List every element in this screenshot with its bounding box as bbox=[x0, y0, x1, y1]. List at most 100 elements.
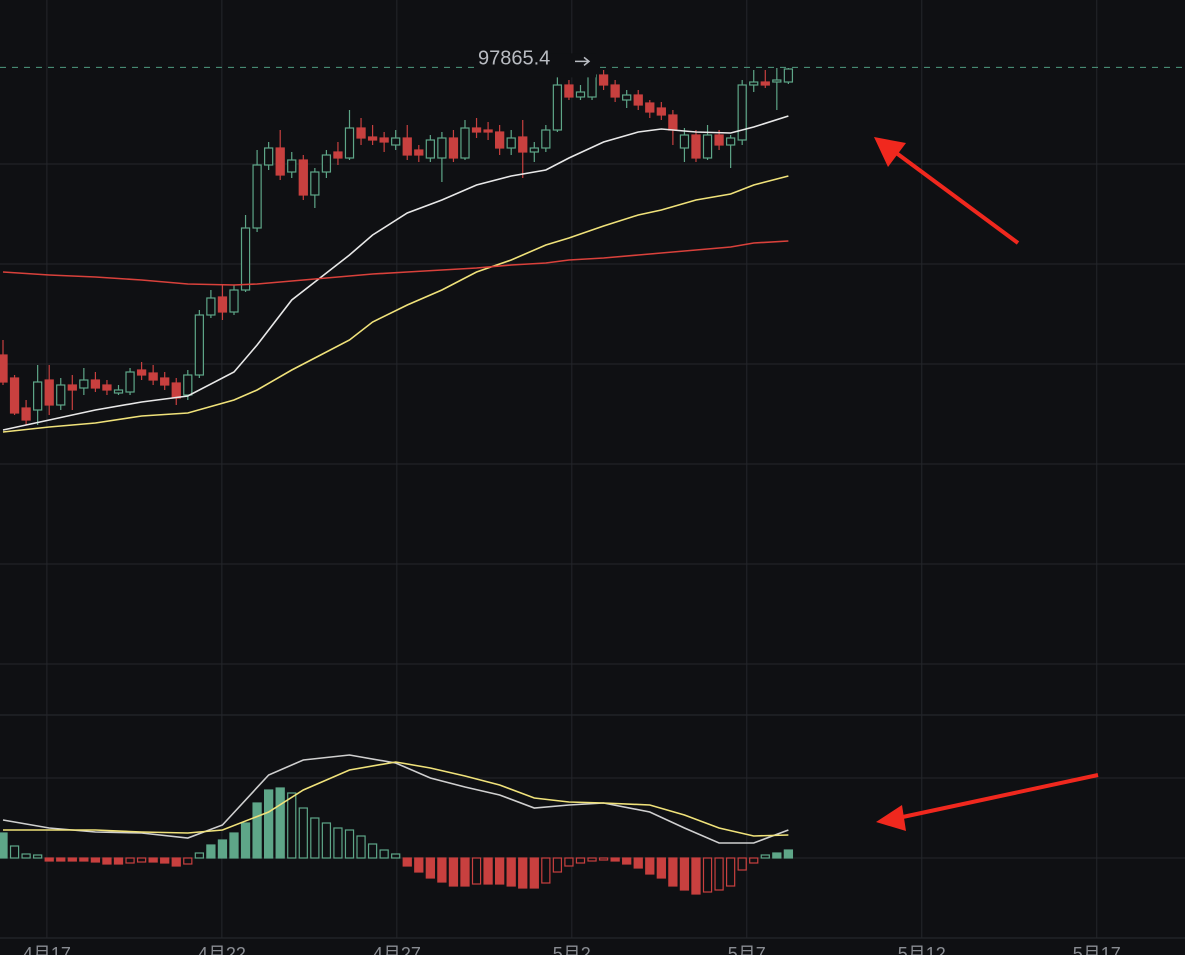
candle-body bbox=[622, 94, 632, 101]
macd-bar bbox=[310, 817, 320, 859]
candle-body bbox=[656, 107, 666, 116]
candle-body bbox=[160, 377, 170, 386]
macd-bar bbox=[587, 857, 597, 862]
candle-body bbox=[772, 79, 782, 83]
annotation-arrow bbox=[876, 773, 1099, 831]
macd-bar bbox=[217, 839, 228, 859]
macd-bar bbox=[321, 822, 332, 859]
candle-body bbox=[598, 74, 609, 86]
candle-body bbox=[9, 377, 20, 414]
macd-bar bbox=[391, 853, 401, 859]
macd-bar bbox=[102, 857, 112, 865]
macd-bar bbox=[33, 854, 43, 859]
macd-bar bbox=[622, 857, 632, 865]
candle-body bbox=[714, 134, 724, 146]
candle-body bbox=[725, 137, 736, 146]
macd-bar bbox=[229, 832, 239, 859]
candle-body bbox=[298, 159, 308, 196]
macd-bar bbox=[21, 853, 31, 859]
macd-bar bbox=[90, 857, 101, 863]
candle-body bbox=[252, 164, 262, 229]
candle-body bbox=[333, 151, 343, 159]
candle-body bbox=[90, 379, 101, 389]
arrow-shaft bbox=[893, 150, 1020, 245]
candle-body bbox=[448, 137, 459, 159]
candle-body bbox=[67, 384, 77, 391]
macd-bar bbox=[367, 843, 378, 859]
macd-bar bbox=[425, 857, 435, 879]
macd-bar bbox=[598, 857, 609, 861]
candle-body bbox=[171, 382, 181, 399]
x-tick-label: 5月12 bbox=[898, 944, 946, 955]
macd-bar bbox=[125, 857, 135, 864]
macd-bar bbox=[483, 857, 493, 885]
candle-body bbox=[483, 129, 493, 133]
macd-bar bbox=[356, 835, 366, 859]
macd-bar bbox=[252, 802, 262, 859]
candle-body bbox=[148, 372, 158, 381]
candle-body bbox=[633, 94, 643, 106]
price-label-bg bbox=[474, 53, 596, 78]
macd-bar bbox=[56, 857, 66, 862]
candle-body bbox=[645, 102, 655, 113]
candle-body bbox=[287, 159, 297, 173]
macd-bar bbox=[679, 857, 690, 891]
candle-body bbox=[518, 136, 528, 153]
candle-body bbox=[541, 129, 551, 149]
macd-bar bbox=[298, 807, 308, 859]
macd-bar bbox=[148, 857, 158, 863]
candle-body bbox=[183, 374, 193, 396]
candle-body bbox=[460, 127, 470, 159]
candle-body bbox=[783, 68, 794, 83]
candle-body bbox=[125, 371, 135, 393]
price-label-arrow bbox=[575, 56, 591, 66]
candle-body bbox=[506, 137, 516, 149]
macd-bar bbox=[414, 857, 424, 873]
candle-body bbox=[529, 147, 539, 153]
macd-bar bbox=[737, 857, 747, 871]
macd-bar bbox=[518, 857, 528, 889]
candle-body bbox=[737, 84, 747, 141]
x-tick-label: 4月22 bbox=[198, 944, 246, 955]
macd-bar bbox=[725, 857, 736, 887]
x-tick-label: 4月27 bbox=[373, 944, 421, 955]
candle-body bbox=[552, 84, 563, 131]
candle-body bbox=[113, 389, 124, 394]
indicator-line bbox=[2, 175, 789, 433]
macd-bar bbox=[749, 857, 759, 864]
macd-bar bbox=[171, 857, 181, 867]
arrow-shaft bbox=[897, 773, 1099, 820]
macd-bar bbox=[645, 857, 655, 875]
candle-body bbox=[437, 137, 447, 159]
macd-bar bbox=[506, 857, 516, 887]
candle-body bbox=[206, 297, 216, 316]
candle-body bbox=[668, 114, 678, 131]
candle-body bbox=[229, 289, 239, 313]
macd-bar bbox=[668, 857, 678, 887]
candle-body bbox=[344, 127, 355, 159]
macd-bar bbox=[333, 827, 343, 859]
candle-body bbox=[56, 384, 66, 406]
indicator-line bbox=[2, 240, 789, 286]
x-tick-label: 5月7 bbox=[728, 944, 766, 955]
candle-body bbox=[79, 379, 89, 389]
candle-body bbox=[575, 91, 586, 98]
macd-bar bbox=[113, 857, 124, 865]
macd-bar bbox=[552, 857, 563, 873]
candle-body bbox=[379, 137, 389, 143]
macd-bar bbox=[691, 857, 701, 895]
macd-bar bbox=[656, 857, 666, 879]
candle-body bbox=[275, 147, 285, 176]
candle-body bbox=[44, 379, 54, 406]
x-tick-label: 5月17 bbox=[1073, 944, 1121, 955]
macd-bar bbox=[783, 849, 794, 859]
macd-bar bbox=[714, 857, 724, 891]
candle-body bbox=[691, 134, 701, 159]
indicator-line bbox=[2, 115, 789, 431]
candle-body bbox=[425, 139, 435, 159]
macd-bar bbox=[702, 857, 713, 893]
candle-body bbox=[391, 137, 401, 146]
arrow-head bbox=[874, 137, 906, 167]
macd-bar bbox=[194, 852, 204, 859]
candle-body bbox=[102, 384, 112, 391]
